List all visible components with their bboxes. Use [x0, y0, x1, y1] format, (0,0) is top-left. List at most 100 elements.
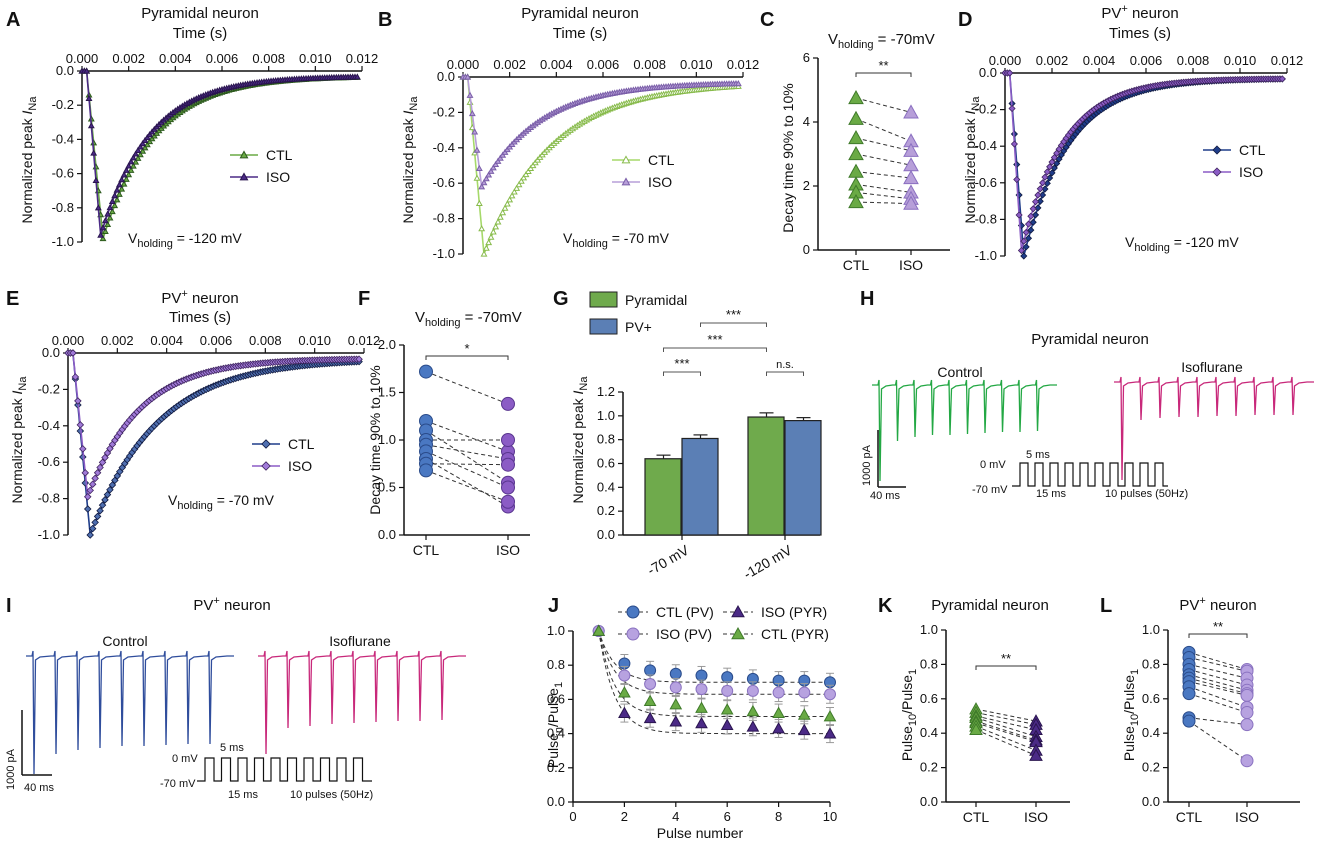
iso-point	[903, 104, 919, 119]
trace-point-ctl	[489, 228, 497, 235]
trace-point-iso	[98, 458, 107, 467]
iso-point	[501, 480, 515, 495]
trace-point-iso	[87, 122, 95, 129]
data-point-iso-pv-	[669, 681, 682, 694]
paired-line	[855, 153, 912, 166]
x-tick-label: 0.012	[727, 57, 760, 72]
trace-point-ctl	[101, 496, 109, 504]
ylabel-e: Normalized peak INa	[9, 376, 29, 504]
trace-point-ctl	[129, 162, 137, 169]
trace-point-ctl	[86, 531, 94, 539]
x-tick-label: 0.010	[298, 333, 331, 348]
paired-line	[975, 725, 1037, 751]
ctl-point	[848, 110, 864, 125]
x-tick-label: 0.006	[206, 51, 239, 66]
y-tick-label: 0.2	[1142, 760, 1160, 775]
x-tick-label: -70 mV	[644, 541, 692, 578]
trace-point-ctl	[1020, 252, 1028, 260]
trace-point-iso	[108, 197, 116, 205]
data-point-ctl-pyr-	[592, 624, 606, 636]
trace-point-iso	[1029, 205, 1037, 213]
bar-pvplus	[784, 420, 822, 536]
bar-pyramidal	[644, 458, 682, 536]
label-control-i: Control	[102, 633, 147, 649]
trace-point-ctl	[120, 180, 128, 187]
y-tick-label: 0.0	[56, 63, 74, 78]
ctl-point	[1182, 687, 1196, 701]
y-tick-label: 0.0	[437, 69, 455, 84]
y-tick-label: 0.0	[979, 65, 997, 80]
ctl-point	[969, 722, 983, 736]
data-point-iso-pyr-	[669, 715, 683, 727]
trace-point-iso	[1041, 173, 1049, 181]
data-point-iso-pyr-	[643, 711, 657, 724]
trace-point-iso	[1020, 237, 1028, 245]
ctl-point	[848, 89, 864, 105]
y-tick-label: -0.6	[975, 175, 997, 190]
x-tick-label: 4	[672, 809, 679, 824]
legend-label-ctl: CTL	[266, 147, 293, 163]
data-point-iso-pv-	[618, 669, 631, 682]
x-tick-label: 0.000	[447, 57, 480, 72]
trace-point-ctl	[81, 479, 90, 487]
plot-f: 0.0 0.5 1.0 1.5 2.0 CTL ISO *	[378, 337, 530, 558]
y-tick-label: 1.0	[1142, 622, 1160, 637]
trace-point-iso	[129, 154, 137, 161]
scale-ms-i: 40 ms	[24, 782, 54, 794]
legend-marker-iso	[261, 461, 271, 471]
ylabel-c: Decay time 90% to 10%	[780, 83, 796, 232]
legend-label: PV+	[625, 319, 652, 335]
trace-point-ctl	[136, 151, 144, 158]
panel-c: C Vholding = -70mV 0 2 4 6 CTL ISO ** Decay ti…	[760, 9, 950, 273]
significance-bracket	[425, 355, 509, 360]
neg70-mv-h: -70 mV	[972, 484, 1008, 496]
trace-point-ctl	[99, 234, 107, 242]
trace-point-iso	[734, 79, 742, 87]
data-point-iso-pyr-	[618, 706, 631, 718]
significance-label: ***	[707, 332, 722, 347]
trace-point-iso	[106, 203, 114, 211]
trace-point-ctl	[143, 140, 151, 148]
significance-bracket	[1188, 633, 1248, 638]
five-ms-i: 5 ms	[220, 742, 244, 754]
significance-label: **	[878, 58, 888, 73]
trace-point-iso	[94, 204, 102, 211]
y-tick-label: 1.5	[378, 385, 396, 400]
xlabel-j: Pulse number	[657, 825, 744, 841]
trace-point-iso	[118, 176, 126, 183]
significance-label: ***	[726, 307, 741, 322]
ylabel-l: Pulse10/Pulse1	[1121, 669, 1141, 761]
trace-point-ctl	[141, 144, 149, 151]
data-point-ctl-pv-	[644, 664, 657, 677]
paired-line	[1188, 681, 1248, 696]
iso-point	[903, 195, 919, 210]
trace-point-iso	[88, 480, 97, 488]
trace-point-iso	[74, 397, 82, 405]
trace-point-iso	[125, 162, 133, 169]
y-tick-label: 1.2	[597, 384, 615, 399]
y-tick-label: -0.8	[975, 211, 997, 226]
paired-line	[425, 463, 509, 466]
y-tick-label: -0.6	[38, 454, 60, 469]
trace-point-iso	[1036, 185, 1044, 193]
trace-point-ctl	[522, 170, 530, 178]
legend-label: Pyramidal	[625, 292, 687, 308]
y-tick-label: 0.2	[920, 760, 938, 775]
panel-g: G 0.0 0.2 0.4 0.6 0.8 1.0 1.2 -70 mV -120 mV *** *…	[553, 288, 822, 582]
data-point-iso-pyr-	[720, 718, 734, 730]
paired-line	[1188, 693, 1248, 714]
stim-waveform	[197, 757, 372, 782]
trace-point-iso	[485, 171, 493, 178]
trace-point-ctl	[1027, 226, 1035, 234]
paired-line	[855, 97, 912, 113]
significance-label: **	[1213, 619, 1223, 634]
ylabel-g: Normalized peak INa	[570, 376, 590, 504]
iso-point	[1240, 754, 1254, 768]
trace-point-iso	[115, 181, 123, 188]
iso-point	[903, 169, 919, 185]
trace-point-iso	[1010, 140, 1018, 148]
x-tick-label: 0.006	[1130, 53, 1163, 68]
legend-label-ctl: CTL	[1239, 142, 1266, 158]
trace-point-iso	[86, 486, 94, 495]
trace-isoflurane-i	[258, 650, 466, 755]
